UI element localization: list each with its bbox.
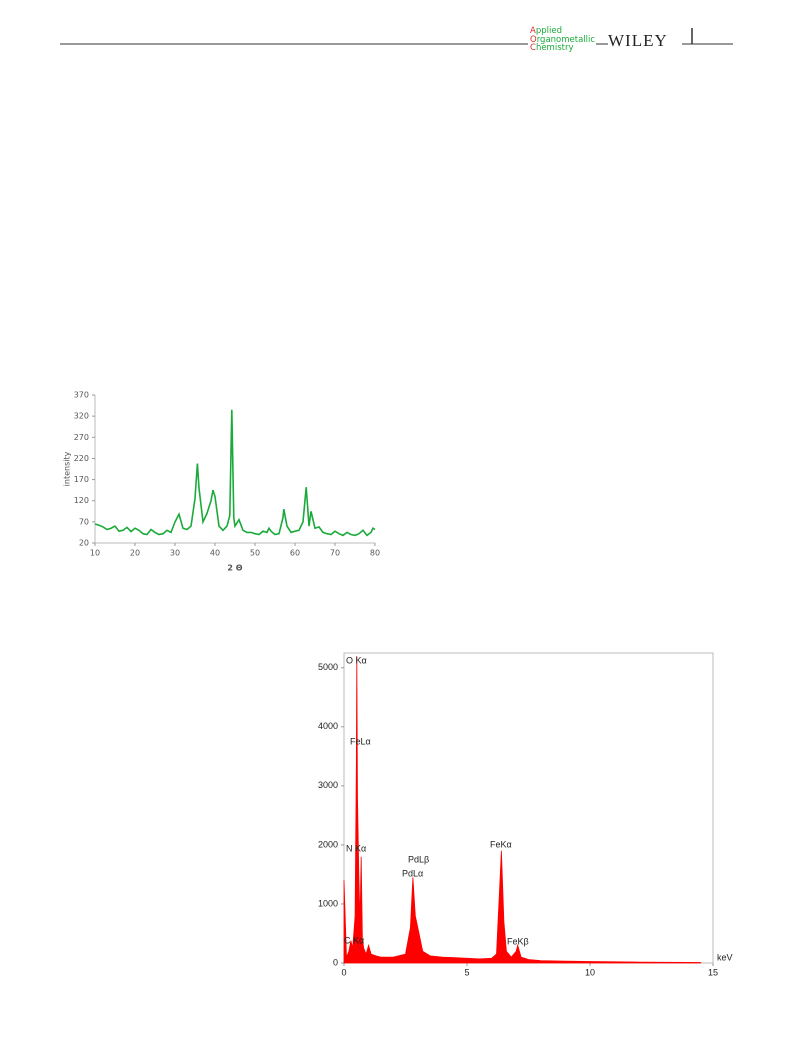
y-tick-label: 5000 [318, 662, 338, 672]
y-tick-label: 1000 [318, 898, 338, 908]
publisher: WILEY [608, 31, 668, 50]
y-tick-label: 3000 [318, 780, 338, 790]
peak-label: FeLα [350, 736, 371, 746]
x-axis-label: 2 Θ [227, 564, 242, 573]
x-tick-label: 0 [341, 967, 346, 977]
y-tick-label: 370 [74, 391, 89, 400]
y-tick-label: 0 [333, 957, 338, 967]
x-tick-label: 15 [708, 967, 718, 977]
chart: 0 1000 2000 3000 4000 5000 0 5 10 15 keV O Kα FeLα N … [318, 652, 733, 977]
x-tick-label: 10 [90, 549, 100, 558]
plot-frame [343, 652, 714, 964]
y-tick-label: 120 [74, 496, 89, 505]
x-axis-label: keV [717, 952, 733, 962]
peak-label: FeKβ [507, 936, 529, 946]
x-tick-label: 20 [130, 549, 140, 558]
peak-label: C Kα [344, 935, 364, 945]
y-tick-label: 4000 [318, 721, 338, 731]
x-tick-label: 80 [370, 549, 380, 558]
journal-name: Applied Organometallic Chemistry [530, 27, 595, 53]
journal-word: Chemistry [530, 43, 574, 53]
y-tick-label: 170 [74, 475, 89, 484]
y-tick-label: 320 [74, 412, 89, 421]
x-tick-label: 30 [170, 549, 180, 558]
x-tick-label: 10 [585, 967, 595, 977]
spectrum [343, 655, 702, 964]
y-tick-label: 20 [79, 539, 89, 548]
journal-word: Organometallic [530, 34, 596, 45]
journal-word: Applied [530, 26, 562, 36]
peak-label: N Kα [346, 843, 366, 853]
peak-label: PdLβ [408, 854, 429, 864]
x-tick-label: 5 [464, 967, 469, 977]
peak-label: PdLα [402, 868, 423, 878]
y-tick-label: 70 [79, 517, 89, 526]
y-axis-label: intensity [63, 451, 72, 486]
y-tick-label: 2000 [318, 839, 338, 849]
x-tick-label: 40 [210, 549, 220, 558]
x-tick-label: 60 [290, 549, 300, 558]
peak-label: FeKα [490, 839, 512, 849]
x-tick-label: 70 [330, 549, 340, 558]
data-line [94, 409, 376, 537]
y-tick-label: 220 [74, 454, 89, 463]
x-tick-label: 50 [250, 549, 260, 558]
peak-label: O Kα [346, 655, 367, 665]
y-tick-label: 270 [74, 433, 89, 442]
